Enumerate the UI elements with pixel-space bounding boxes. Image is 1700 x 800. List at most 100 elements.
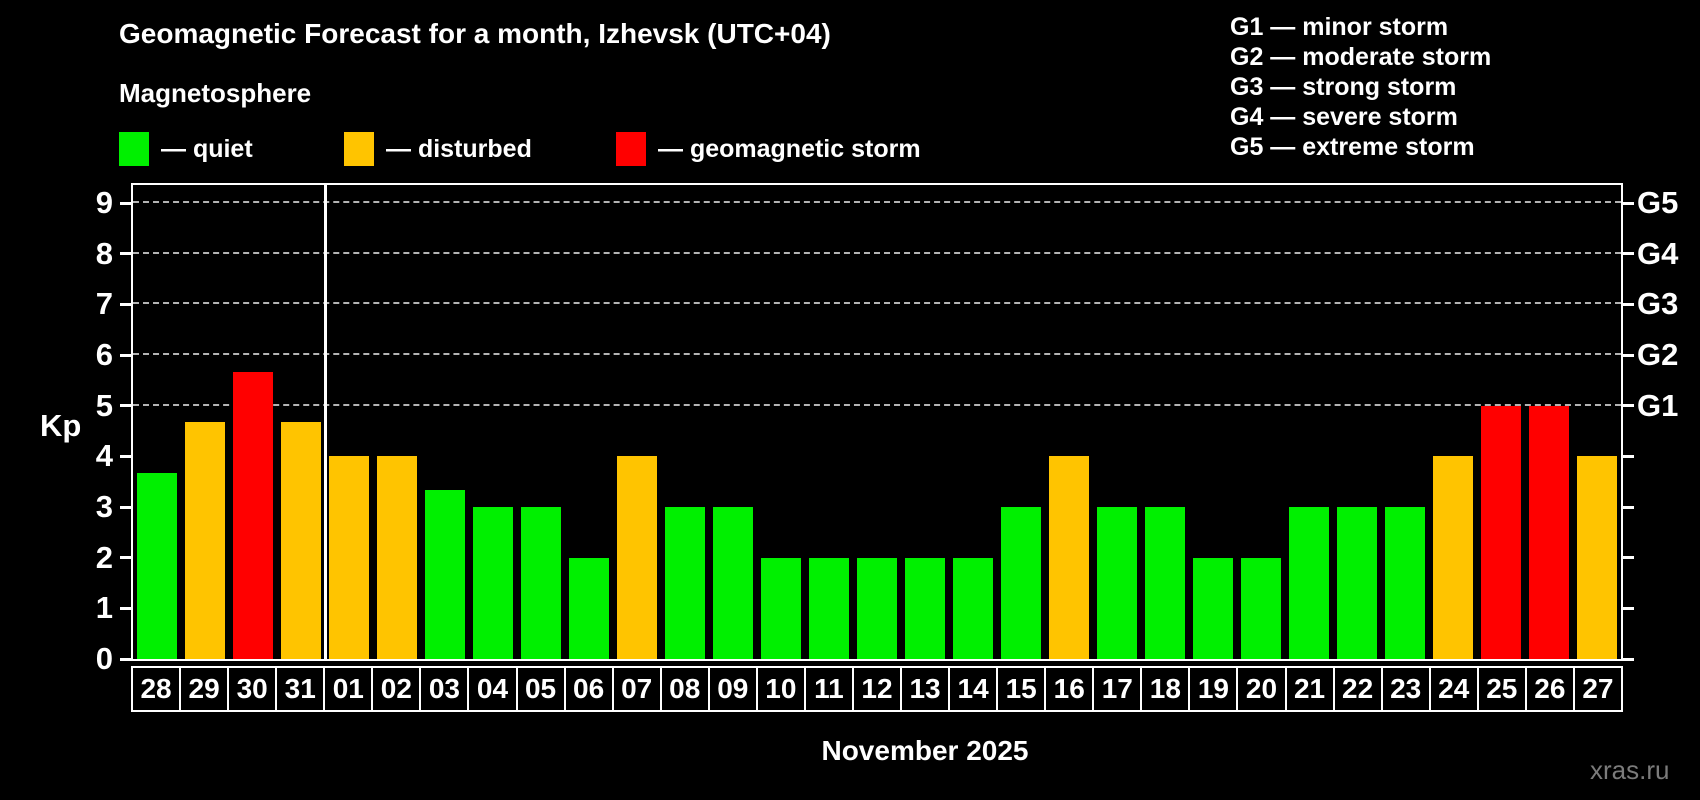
- y-axis-tick-labels: 0 1 2 3 4 5 6 7 8 9: [0, 183, 113, 676]
- kp-bar-25: [1481, 405, 1521, 659]
- left-tick-kp2: [120, 556, 131, 560]
- date-box-27: 27: [1572, 666, 1623, 712]
- left-tick-kp9: [120, 201, 131, 205]
- kp-bar-22: [1337, 507, 1377, 659]
- kp-bar-09: [713, 507, 753, 659]
- kp-bar-08: [665, 507, 705, 659]
- kp-bar-20: [1241, 557, 1281, 659]
- date-box-18: 18: [1140, 666, 1191, 712]
- right-tick-kp2: [1623, 556, 1634, 560]
- date-box-09: 09: [707, 666, 758, 712]
- right-axis-label-g5: G5: [1637, 185, 1679, 220]
- kp-bar-01: [329, 456, 369, 659]
- chart-subtitle: Magnetosphere: [119, 78, 312, 108]
- date-box-25: 25: [1476, 666, 1527, 712]
- kp-bar-15: [1001, 507, 1041, 659]
- right-tick-kp3: [1623, 505, 1634, 509]
- date-box-15: 15: [996, 666, 1047, 712]
- y-tick-label-9: 9: [95, 185, 113, 220]
- left-tick-kp8: [120, 252, 131, 256]
- date-box-01: 01: [323, 666, 374, 712]
- gridline-kp8: [133, 251, 1621, 254]
- right-tick-kp1: [1623, 606, 1634, 610]
- right-axis-g-labels: G1 G2 G3 G4 G5: [1637, 183, 1699, 661]
- kp-bar-21: [1289, 507, 1329, 659]
- date-box-05: 05: [515, 666, 566, 712]
- date-box-16: 16: [1044, 666, 1095, 712]
- date-box-07: 07: [611, 666, 662, 712]
- y-tick-label-6: 6: [95, 337, 113, 372]
- kp-bar-12: [857, 557, 897, 659]
- date-box-26: 26: [1524, 666, 1575, 712]
- right-tick-kp5: [1623, 404, 1634, 408]
- left-tick-kp7: [120, 302, 131, 306]
- right-tick-kp9: [1623, 201, 1634, 205]
- storm-color-swatch: [616, 132, 646, 166]
- legend-disturbed-label: — disturbed: [386, 134, 532, 163]
- g2-legend-line: G2 — moderate storm: [1230, 43, 1492, 71]
- left-tick-kp6: [120, 353, 131, 357]
- disturbed-color-swatch: [344, 132, 374, 166]
- right-tick-kp6: [1623, 353, 1634, 357]
- kp-bar-29: [185, 422, 225, 659]
- right-tick-kp4: [1623, 454, 1634, 458]
- kp-bar-27: [1577, 456, 1617, 659]
- date-box-19: 19: [1188, 666, 1239, 712]
- date-box-23: 23: [1380, 666, 1431, 712]
- legend-quiet-label: — quiet: [161, 134, 253, 163]
- watermark: xras.ru: [1590, 755, 1670, 785]
- gridline-kp5: [133, 403, 1621, 406]
- kp-bar-17: [1097, 507, 1137, 659]
- right-tick-kp7: [1623, 302, 1634, 306]
- g4-legend-line: G4 — severe storm: [1230, 103, 1458, 131]
- gridline-kp7: [133, 302, 1621, 305]
- right-axis-label-g3: G3: [1637, 286, 1679, 322]
- left-tick-kp5: [120, 404, 131, 408]
- date-box-28: 28: [131, 666, 182, 712]
- legend-item-storm: — geomagnetic storm: [616, 130, 921, 168]
- kp-bar-18: [1145, 507, 1185, 659]
- date-box-04: 04: [467, 666, 518, 712]
- kp-bar-16: [1049, 456, 1089, 659]
- kp-bar-13: [905, 557, 945, 659]
- y-tick-label-1: 1: [95, 590, 113, 626]
- y-tick-label-8: 8: [95, 235, 113, 271]
- kp-bar-03: [425, 490, 465, 659]
- date-box-31: 31: [275, 666, 326, 712]
- kp-bar-06: [569, 557, 609, 659]
- kp-bar-11: [809, 557, 849, 659]
- kp-bar-07: [617, 456, 657, 659]
- g1-legend-line: G1 — minor storm: [1230, 13, 1449, 41]
- date-box-22: 22: [1332, 666, 1383, 712]
- plot-area: [120, 183, 1634, 661]
- kp-bar-05: [521, 507, 561, 659]
- date-box-06: 06: [563, 666, 614, 712]
- right-axis-label-g1: G1: [1637, 387, 1679, 423]
- y-tick-label-0: 0: [95, 641, 113, 676]
- kp-bar-04: [473, 507, 513, 659]
- g3-legend-line: G3 — strong storm: [1230, 73, 1457, 101]
- date-box-20: 20: [1236, 666, 1287, 712]
- month-separator-line: [323, 185, 327, 659]
- y-tick-label-4: 4: [95, 438, 113, 474]
- y-tick-label-5: 5: [95, 387, 113, 423]
- kp-bar-28: [137, 473, 177, 659]
- month-label: November 2025: [821, 735, 1029, 766]
- kp-bar-31: [281, 422, 321, 659]
- chart-title: Geomagnetic Forecast for a month, Izhevs…: [119, 18, 831, 49]
- left-tick-kp0: [120, 657, 131, 661]
- x-axis-date-row: 28 29 30 31 01 02 03 04 05 06 07 08 09 10 11 12 13 14 15 16…: [131, 666, 1623, 712]
- left-tick-kp4: [120, 454, 131, 458]
- kp-bar-23: [1385, 507, 1425, 659]
- date-box-03: 03: [419, 666, 470, 712]
- date-box-02: 02: [371, 666, 422, 712]
- date-box-17: 17: [1092, 666, 1143, 712]
- date-box-13: 13: [900, 666, 951, 712]
- right-axis-label-g2: G2: [1637, 337, 1679, 372]
- kp-bar-24: [1433, 456, 1473, 659]
- kp-bar-10: [761, 557, 801, 659]
- kp-bar-14: [953, 557, 993, 659]
- kp-bar-26: [1529, 405, 1569, 659]
- gridline-kp9: [133, 201, 1621, 203]
